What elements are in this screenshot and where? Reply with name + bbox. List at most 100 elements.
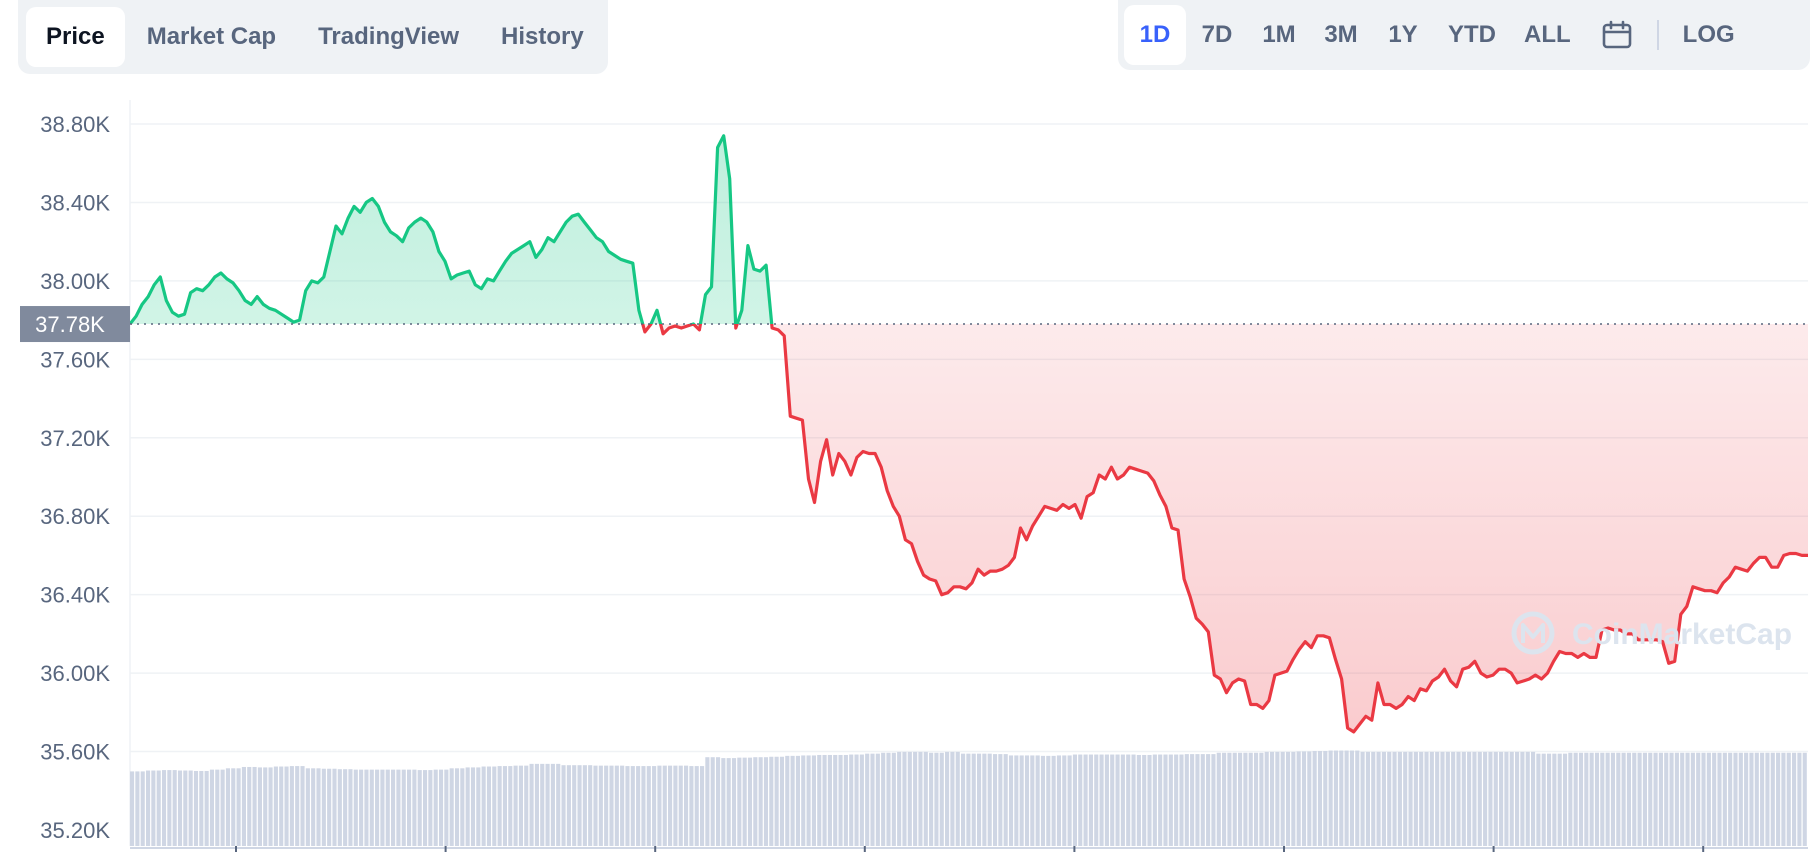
volume-bar — [870, 753, 875, 846]
volume-bar — [1589, 752, 1594, 846]
volume-bar — [289, 766, 294, 846]
volume-bar — [1062, 755, 1067, 846]
volume-bar — [1046, 755, 1051, 846]
volume-bar — [343, 769, 348, 846]
volume-bar — [1094, 754, 1099, 846]
volume-bar — [1781, 752, 1786, 846]
volume-bar — [263, 767, 268, 846]
range-all-button[interactable]: ALL — [1524, 21, 1571, 48]
price-area — [130, 135, 1808, 732]
volume-bar — [545, 763, 550, 846]
volume-bar — [316, 768, 321, 846]
volume-bar — [865, 753, 870, 846]
volume-bar — [454, 768, 460, 846]
volume-bar — [1605, 752, 1610, 846]
volume-bar — [231, 768, 236, 846]
volume-bar — [550, 763, 555, 846]
volume-bar — [1339, 750, 1344, 846]
volume-bar — [705, 757, 710, 846]
range-1d-button[interactable]: 1D — [1124, 5, 1186, 65]
volume-bar — [1760, 752, 1765, 846]
volume-bar — [774, 756, 779, 846]
volume-bar — [1680, 752, 1685, 846]
volume-bar — [1301, 751, 1307, 846]
volume-bar — [433, 769, 438, 846]
volume-bar — [1424, 751, 1429, 846]
volume-bar — [795, 755, 800, 846]
volume-bar — [1072, 754, 1078, 846]
volume-bar — [1307, 751, 1312, 846]
volume-bar — [188, 770, 193, 846]
volume-bar — [593, 765, 598, 846]
volume-bar — [476, 767, 481, 846]
volume-bar — [1397, 751, 1402, 846]
volume-bar — [1285, 751, 1291, 846]
tab-tradingview[interactable]: TradingView — [318, 23, 460, 50]
volume-bar — [1317, 750, 1323, 846]
y-tick-label: 36.40K — [40, 583, 110, 608]
volume-bar — [1275, 751, 1280, 846]
volume-bar — [1728, 752, 1733, 846]
volume-bar — [492, 766, 497, 846]
volume-bar — [833, 754, 838, 846]
tab-price[interactable]: Price — [26, 7, 125, 67]
calendar-icon[interactable] — [1585, 5, 1649, 65]
volume-bars — [130, 750, 1807, 846]
volume-bar — [1610, 752, 1616, 846]
volume-bar — [1387, 751, 1392, 846]
tab-history[interactable]: History — [501, 23, 584, 50]
range-7d-button[interactable]: 7D — [1201, 21, 1233, 48]
tab-market-cap[interactable]: Market Cap — [146, 23, 277, 50]
volume-bar — [838, 754, 843, 846]
volume-bar — [385, 769, 390, 846]
volume-bar — [694, 766, 699, 846]
volume-bar — [167, 770, 172, 846]
volume-bar — [327, 768, 332, 846]
y-tick-label: 38.40K — [40, 190, 110, 215]
volume-bar — [1669, 752, 1674, 846]
volume-bar — [1594, 752, 1600, 846]
volume-bar — [1190, 754, 1195, 846]
volume-bar — [897, 751, 902, 846]
range-3m-button[interactable]: 3M — [1324, 21, 1358, 48]
volume-bar — [556, 763, 561, 846]
volume-bar — [657, 765, 662, 846]
volume-bar — [1467, 751, 1472, 846]
volume-bar — [881, 752, 886, 846]
volume-bar — [183, 770, 188, 846]
volume-bar — [604, 765, 609, 846]
volume-bar — [1690, 752, 1695, 846]
volume-bar — [1456, 751, 1461, 846]
volume-bar — [1712, 752, 1717, 846]
chart-type-tabs: Price Market Cap TradingView History — [18, 0, 608, 74]
volume-bar — [1546, 753, 1552, 846]
volume-bar — [151, 770, 156, 846]
volume-bar — [843, 754, 848, 846]
volume-bar — [1024, 755, 1030, 846]
volume-bar — [295, 766, 300, 846]
range-1m-button[interactable]: 1M — [1262, 21, 1296, 48]
volume-bar — [699, 766, 705, 846]
volume-bar — [540, 763, 545, 846]
volume-bar — [875, 753, 880, 846]
volume-bar — [1440, 751, 1445, 846]
volume-bar — [1408, 751, 1413, 846]
volume-bar — [1797, 752, 1802, 846]
range-ytd-button[interactable]: YTD — [1448, 21, 1496, 48]
volume-bar — [1568, 752, 1573, 846]
volume-bar — [934, 752, 939, 846]
log-scale-toggle[interactable]: LOG — [1682, 21, 1735, 48]
volume-bar — [1477, 751, 1482, 846]
volume-bar — [609, 765, 614, 846]
volume-bar — [1733, 752, 1738, 846]
volume-bar — [1674, 752, 1679, 846]
volume-bar — [241, 766, 246, 846]
y-tick-label: 35.20K — [40, 818, 110, 843]
volume-bar — [1744, 752, 1749, 846]
volume-bar — [982, 753, 987, 846]
volume-bar — [1083, 754, 1088, 846]
range-1y-button[interactable]: 1Y — [1388, 21, 1418, 48]
price-area-above — [130, 135, 1808, 325]
volume-bar — [1403, 751, 1408, 846]
